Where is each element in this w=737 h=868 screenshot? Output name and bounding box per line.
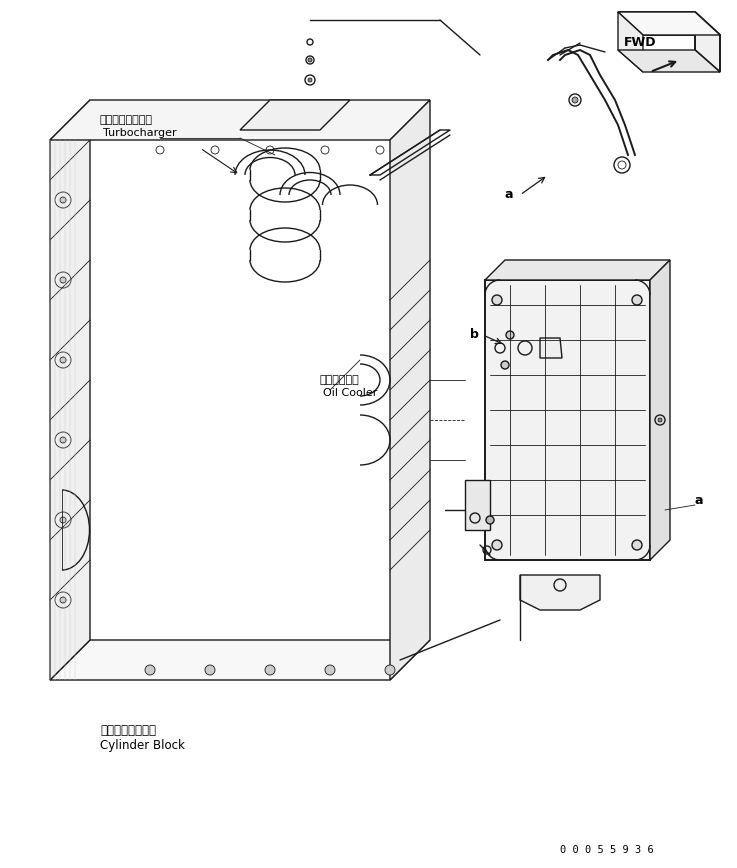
Circle shape <box>60 437 66 443</box>
Polygon shape <box>540 338 562 358</box>
Text: a: a <box>695 494 704 507</box>
Polygon shape <box>618 12 643 72</box>
Polygon shape <box>618 12 720 35</box>
Circle shape <box>205 665 215 675</box>
Polygon shape <box>485 280 650 560</box>
Polygon shape <box>390 100 430 680</box>
Polygon shape <box>465 480 490 530</box>
Text: Cylinder Block: Cylinder Block <box>100 739 185 752</box>
Circle shape <box>308 78 312 82</box>
Circle shape <box>501 361 509 369</box>
Polygon shape <box>650 260 670 560</box>
Circle shape <box>265 665 275 675</box>
Text: Oil Cooler: Oil Cooler <box>323 388 377 398</box>
Circle shape <box>60 197 66 203</box>
Polygon shape <box>618 12 720 35</box>
Polygon shape <box>50 100 90 680</box>
Text: シリンダブロック: シリンダブロック <box>100 724 156 737</box>
Polygon shape <box>240 100 350 130</box>
Polygon shape <box>618 50 720 72</box>
Text: b: b <box>470 328 479 341</box>
Circle shape <box>385 665 395 675</box>
Circle shape <box>492 295 502 305</box>
Circle shape <box>60 277 66 283</box>
Circle shape <box>658 418 662 422</box>
Circle shape <box>60 517 66 523</box>
Polygon shape <box>50 640 430 680</box>
Circle shape <box>632 540 642 550</box>
Circle shape <box>145 665 155 675</box>
Circle shape <box>325 665 335 675</box>
Polygon shape <box>695 12 720 72</box>
Polygon shape <box>485 260 670 280</box>
Circle shape <box>60 597 66 603</box>
Polygon shape <box>520 575 600 610</box>
Circle shape <box>60 357 66 363</box>
Text: ターボチャージャ: ターボチャージャ <box>100 115 153 125</box>
Text: Turbocharger: Turbocharger <box>103 128 177 138</box>
Text: FWD: FWD <box>624 36 656 49</box>
Circle shape <box>308 58 312 62</box>
Circle shape <box>632 295 642 305</box>
Text: 0 0 0 5 5 9 3 6: 0 0 0 5 5 9 3 6 <box>560 845 654 855</box>
Text: オイルクーラ: オイルクーラ <box>320 375 360 385</box>
Circle shape <box>492 540 502 550</box>
Circle shape <box>486 516 494 524</box>
Circle shape <box>572 97 578 103</box>
Text: a: a <box>505 188 514 201</box>
Circle shape <box>506 331 514 339</box>
Polygon shape <box>50 100 430 140</box>
